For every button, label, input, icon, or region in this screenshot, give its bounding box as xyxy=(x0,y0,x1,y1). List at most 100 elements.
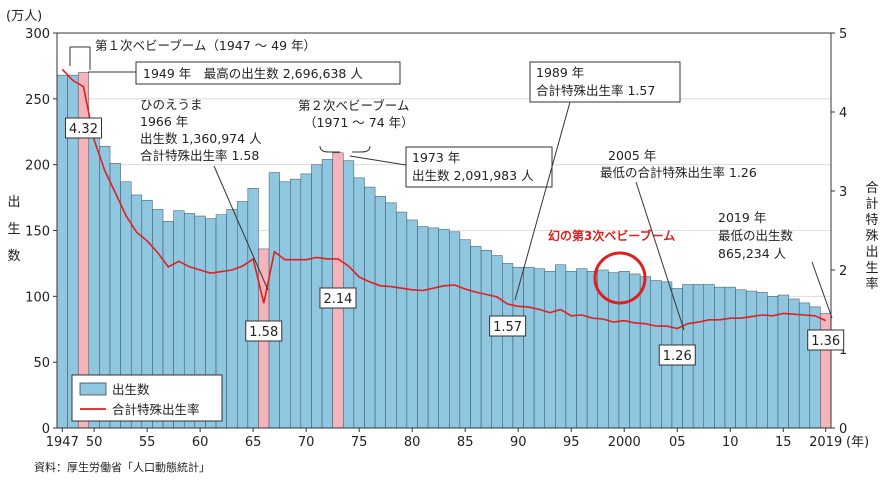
left-axis-label-char-0: 出 xyxy=(7,195,20,210)
left-tick-0: 0 xyxy=(42,422,50,437)
right-axis-label-char-6: 率 xyxy=(865,276,878,292)
tfr-callout-1989: 1.57 xyxy=(493,320,522,335)
legend-line-label: 合計特殊出生率 xyxy=(112,402,200,417)
bar-1976 xyxy=(364,186,376,429)
x-tick-2: 55 xyxy=(139,435,156,450)
source-note: 資料：厚生労働省「人口動態統計」 xyxy=(34,460,210,474)
right-axis-label-char-2: 特 xyxy=(865,213,878,228)
bar-2009 xyxy=(714,286,726,429)
bar-1964 xyxy=(236,201,249,429)
bar-1987 xyxy=(480,250,492,429)
phantom-boom-circle xyxy=(593,251,647,305)
annotation-hinoeuma-2: 1966 年 xyxy=(140,114,188,129)
tfr-callout-box-1966 xyxy=(245,320,283,342)
left-tick-1: 50 xyxy=(33,356,50,371)
x-tick-11: 2000 xyxy=(608,435,641,450)
bar-1978 xyxy=(385,202,397,429)
bar-2008 xyxy=(703,284,715,429)
tfr-callout-2019: 1.36 xyxy=(811,334,840,349)
bar-2017 xyxy=(798,302,811,429)
left-tick-2: 100 xyxy=(25,290,50,305)
x-tick-13: 10 xyxy=(722,435,739,450)
bar-2000 xyxy=(618,271,630,429)
leader-boom1 xyxy=(69,46,91,70)
right-tick-4: 4 xyxy=(839,106,847,121)
right-axis-label-char-1: 計 xyxy=(865,196,878,212)
right-axis-label-char-5: 生 xyxy=(865,261,878,276)
annotation-phantom-boom: 幻の第3次ベビーブーム xyxy=(548,228,675,243)
annotation-boom2-2: （1971 ～ 74 年） xyxy=(304,115,414,130)
bar-1968 xyxy=(279,181,291,429)
annotation-2019-3: 865,234 人 xyxy=(718,246,787,261)
bar-1997 xyxy=(586,271,598,429)
annotation-1989-1: 1989 年 xyxy=(536,65,584,80)
bar-1970 xyxy=(300,173,312,429)
left-axis-unit: (万人) xyxy=(6,9,42,24)
annotation-hinoeuma-3: 出生数 1,360,974 人 xyxy=(140,131,262,146)
legend-bar-label: 出生数 xyxy=(112,382,150,397)
legend: 出生数 合計特殊出生率 xyxy=(71,374,223,422)
bar-1985 xyxy=(459,239,471,429)
bar-1982 xyxy=(427,227,439,429)
leader-2019 xyxy=(811,261,833,319)
tfr-callout-box-2005 xyxy=(658,344,696,366)
bar-1963 xyxy=(226,209,238,429)
annotation-1989-2: 合計特殊出生率 1.57 xyxy=(536,83,655,98)
tfr-callout-box-2019 xyxy=(807,329,845,351)
bar-2013 xyxy=(756,292,768,429)
annotation-1989-box xyxy=(529,61,681,103)
bar-2010 xyxy=(724,286,736,429)
tfr-callout-box-1989 xyxy=(489,315,527,337)
right-axis-label-char-3: 殊 xyxy=(865,229,878,244)
leader-1989 xyxy=(514,101,571,301)
right-axis-label-char-0: 合 xyxy=(865,181,878,196)
tfr-callout-box-1973 xyxy=(319,287,357,309)
leader-hinoeuma xyxy=(213,165,269,291)
bar-1990 xyxy=(512,267,524,429)
x-tick-15: 2019 xyxy=(809,435,842,450)
right-tick-2: 2 xyxy=(839,264,847,279)
right-tick-0: 0 xyxy=(839,422,847,437)
annotation-1973-2: 出生数 2,091,983 人 xyxy=(412,168,534,183)
x-tick-1: 50 xyxy=(86,435,103,450)
bar-1995 xyxy=(565,271,577,429)
x-tick-9: 90 xyxy=(510,435,527,450)
leader-2005 xyxy=(635,181,685,331)
annotation-max-births-box xyxy=(135,61,401,85)
bar-1965 xyxy=(247,188,259,429)
bar-1996 xyxy=(576,268,588,429)
callouts: 4.32 1.58 2.14 1.57 1.26 1.36 xyxy=(65,117,845,366)
bar-2018 xyxy=(809,306,821,429)
left-tick-6: 300 xyxy=(25,27,50,42)
bar-2016 xyxy=(788,298,800,429)
tfr-callout-1966: 1.58 xyxy=(249,325,278,340)
fertility-line-path xyxy=(61,68,827,330)
tfr-callout-box-1949 xyxy=(65,117,103,139)
left-tick-5: 250 xyxy=(25,93,50,108)
annotation-2019-2: 最低の出生数 xyxy=(718,228,794,243)
bar-1994 xyxy=(555,264,567,429)
bar-1993 xyxy=(544,271,556,429)
bar-1984 xyxy=(449,231,461,429)
annotation-2019-1: 2019 年 xyxy=(718,210,766,225)
left-tick-4: 200 xyxy=(25,159,50,174)
tfr-callout-1949: 4.32 xyxy=(69,122,98,137)
legend-bar-swatch xyxy=(79,382,107,396)
annotation-2005-2: 最低の合計特殊出生率 1.26 xyxy=(600,165,757,180)
bar-1979 xyxy=(396,211,408,429)
bar-1992 xyxy=(533,268,545,429)
x-tick-0: 1947 xyxy=(46,435,79,450)
x-tick-12: 05 xyxy=(669,435,686,450)
x-tick-5: 70 xyxy=(298,435,315,450)
annotation-boom1: 第１次ベビーブーム（1947 ～ 49 年） xyxy=(95,38,316,53)
annotation-1973-1: 1973 年 xyxy=(412,150,460,165)
annotation-hinoeuma-4: 合計特殊出生率 1.58 xyxy=(140,148,259,163)
bar-2011 xyxy=(735,289,747,429)
left-axis-label-char-2: 数 xyxy=(7,249,20,264)
annotations: 第１次ベビーブーム（1947 ～ 49 年） 1949 年 最高の出生数 2,6… xyxy=(69,38,833,331)
bar-1981 xyxy=(417,226,429,429)
bar-1988 xyxy=(491,255,503,429)
bar-1999 xyxy=(608,272,620,429)
bar-1986 xyxy=(470,246,482,429)
